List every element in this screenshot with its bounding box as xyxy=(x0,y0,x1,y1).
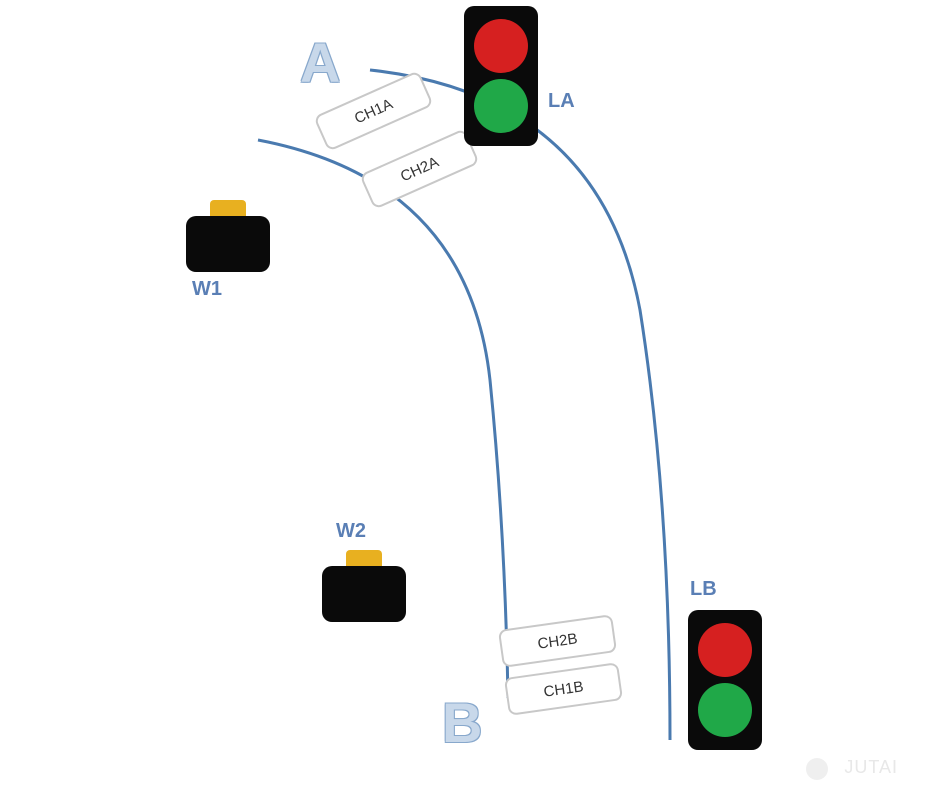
channel-ch1a-label: CH1A xyxy=(352,95,395,127)
sensor-w2-label: W2 xyxy=(336,520,366,543)
channel-ch2b: CH2B xyxy=(498,614,617,668)
endpoint-a-label: A xyxy=(300,30,340,95)
traffic-light-lb xyxy=(688,610,762,750)
channel-ch2b-label: CH2B xyxy=(536,630,578,652)
channel-ch1b: CH1B xyxy=(504,662,623,716)
channel-ch2a: CH2A xyxy=(359,128,480,209)
sensor-w2-body xyxy=(322,566,406,622)
endpoint-b-label: B xyxy=(442,690,482,755)
traffic-light-la xyxy=(464,6,538,146)
traffic-light-la-green xyxy=(474,79,528,133)
sensor-w2 xyxy=(322,550,406,622)
traffic-light-lb-green xyxy=(698,683,752,737)
channel-ch2a-label: CH2A xyxy=(398,153,441,185)
traffic-light-lb-label: LB xyxy=(690,578,717,601)
traffic-light-la-red xyxy=(474,19,528,73)
watermark-icon xyxy=(806,758,828,780)
traffic-light-lb-red xyxy=(698,623,752,677)
traffic-light-la-label: LA xyxy=(548,90,575,113)
sensor-w1-label: W1 xyxy=(192,278,222,301)
sensor-w1-body xyxy=(186,216,270,272)
channel-ch1b-label: CH1B xyxy=(542,678,584,700)
watermark-text: JUTAI xyxy=(844,757,898,778)
sensor-w1 xyxy=(186,200,270,272)
